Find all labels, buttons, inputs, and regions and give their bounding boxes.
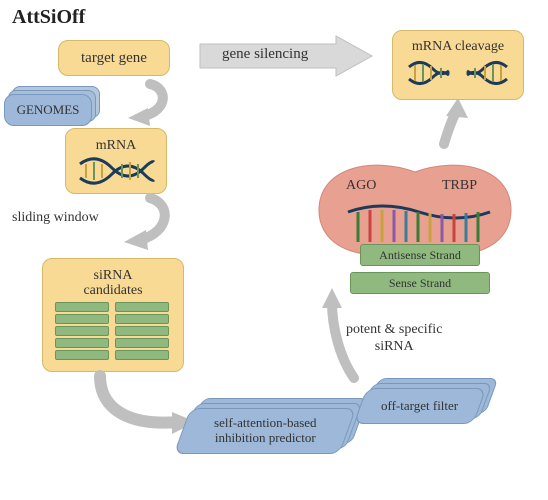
target-gene-box: target gene — [58, 40, 170, 76]
genomes-stack: GENOMES — [4, 94, 96, 130]
bar — [55, 338, 109, 348]
filter-label: off-target filter — [381, 398, 458, 414]
gene-silencing-label: gene silencing — [222, 46, 308, 63]
bar — [55, 350, 109, 360]
bar — [115, 302, 169, 312]
diagram-title: AttSiOff — [12, 6, 85, 29]
sense-label: Sense Strand — [389, 276, 451, 291]
candidates-label: siRNA candidates — [83, 268, 142, 299]
predictor-label: self-attention-based inhibition predicto… — [214, 416, 317, 446]
sirna-duplex — [344, 198, 494, 250]
antisense-label: Antisense Strand — [379, 248, 461, 263]
mrna-box: mRNA — [65, 128, 167, 194]
antisense-strip: Antisense Strand — [360, 244, 480, 266]
sense-strip: Sense Strand — [350, 272, 490, 294]
trbp-label: TRBP — [442, 178, 477, 194]
arrow-risc-to-cleavage — [430, 100, 490, 152]
bar — [115, 326, 169, 336]
predictor-stack: self-attention-based inhibition predicto… — [182, 408, 358, 458]
filter-box: off-target filter — [353, 388, 486, 424]
bar — [55, 314, 109, 324]
cleavage-box: mRNA cleavage — [392, 30, 524, 100]
genomes-label: GENOMES — [17, 102, 80, 118]
genomes-box: GENOMES — [4, 94, 92, 126]
candidate-bars — [53, 302, 173, 362]
ago-label: AGO — [346, 178, 376, 194]
predictor-box: self-attention-based inhibition predicto… — [174, 408, 357, 454]
candidates-box: siRNA candidates — [42, 258, 184, 372]
arrow-mrna-to-candidates — [110, 194, 190, 254]
cleaved-helix-icon — [405, 55, 511, 91]
arrow-filter-up — [310, 288, 370, 388]
target-gene-label: target gene — [81, 50, 147, 67]
cleavage-label: mRNA cleavage — [412, 39, 504, 55]
arrow-target-to-mrna — [100, 80, 180, 128]
bar — [115, 338, 169, 348]
helix-icon — [76, 154, 156, 188]
filter-stack: off-target filter — [360, 388, 490, 428]
mrna-label: mRNA — [96, 138, 136, 154]
sliding-window-label: sliding window — [12, 210, 99, 226]
bar — [55, 326, 109, 336]
bar — [55, 302, 109, 312]
bar — [115, 314, 169, 324]
bar — [115, 350, 169, 360]
